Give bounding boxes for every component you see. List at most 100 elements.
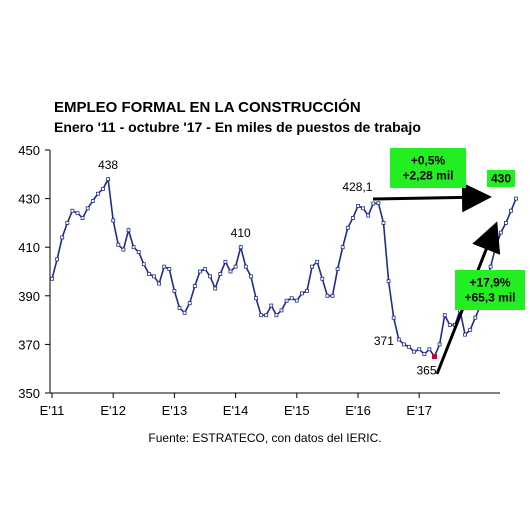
data-point (131, 245, 136, 250)
data-point (55, 257, 59, 262)
y-tick-label: 450 (18, 143, 40, 158)
data-point (325, 293, 330, 298)
data-point (289, 296, 294, 301)
data-point (514, 196, 518, 201)
data-point (503, 220, 508, 225)
data-point (116, 242, 121, 247)
data-point (254, 296, 258, 301)
data-point (447, 323, 452, 327)
data-point (167, 267, 172, 271)
data-point (437, 342, 442, 347)
annotation-text: +65,3 mil (464, 291, 515, 305)
data-point (371, 201, 376, 206)
data-label: 428,1 (342, 180, 372, 194)
annotation-text: +2,28 mil (402, 169, 453, 183)
y-tick-label: 350 (18, 386, 40, 401)
data-point (213, 286, 218, 291)
data-label: 365 (416, 364, 436, 378)
data-point (376, 201, 381, 206)
data-point (315, 259, 320, 264)
data-point (366, 213, 371, 218)
data-point (361, 206, 366, 211)
data-point (284, 298, 289, 303)
x-tick-label: E'13 (162, 403, 188, 418)
chart-title: EMPLEO FORMAL EN LA CONSTRUCCIÓN (54, 99, 361, 116)
data-point (80, 216, 85, 220)
data-point (243, 264, 248, 269)
annotation-box: +0,5%+2,28 mil (390, 148, 466, 188)
data-point (259, 313, 264, 318)
data-point (391, 315, 396, 320)
x-tick-label: E'15 (284, 403, 310, 418)
data-point (330, 293, 335, 298)
data-point (310, 264, 315, 269)
annotation-text: +17,9% (469, 276, 510, 290)
data-point (356, 203, 360, 208)
data-point (299, 291, 304, 296)
data-label: 438 (98, 158, 118, 172)
data-point (279, 308, 284, 313)
series-line (51, 176, 517, 359)
data-point (320, 276, 325, 281)
data-point (101, 186, 105, 191)
data-point (381, 220, 386, 225)
data-point (463, 332, 468, 337)
data-point (386, 279, 391, 284)
annotation-background (455, 270, 525, 310)
data-point (96, 191, 100, 196)
data-label: 410 (231, 226, 251, 240)
x-tick-label: E'16 (345, 403, 371, 418)
data-point (228, 269, 233, 274)
data-point (493, 245, 498, 250)
y-tick-label: 430 (18, 192, 40, 207)
data-point (238, 245, 243, 250)
data-point (85, 206, 90, 211)
data-point (407, 344, 411, 349)
arrow-flat (372, 182, 492, 213)
data-point (136, 250, 141, 254)
data-point (65, 220, 70, 225)
data-point (294, 298, 299, 303)
data-point (182, 310, 187, 315)
data-point (442, 313, 447, 318)
data-point (396, 337, 401, 342)
data-point (488, 264, 493, 269)
data-point (340, 245, 345, 250)
data-label: 371 (374, 334, 394, 348)
data-point (218, 272, 223, 276)
data-point (208, 274, 213, 279)
chart-source: Fuente: ESTRATECO, con datos del IERIC. (148, 431, 382, 445)
y-tick-label: 370 (18, 337, 40, 352)
data-point (401, 342, 406, 347)
data-point (146, 272, 151, 276)
data-point (75, 211, 80, 216)
axes (49, 150, 500, 394)
data-point (223, 259, 228, 264)
data-point (152, 274, 156, 279)
data-point (111, 218, 116, 223)
data-point (350, 216, 355, 220)
data-point (345, 225, 350, 230)
annotation-background (390, 148, 466, 188)
data-point (187, 301, 192, 305)
data-point (172, 289, 177, 293)
data-point (269, 303, 274, 308)
data-point (305, 289, 309, 293)
data-point (177, 306, 182, 310)
data-point (248, 274, 253, 279)
data-point (274, 313, 279, 318)
minimum-point (432, 354, 437, 360)
data-point (126, 228, 131, 233)
data-point (473, 315, 478, 320)
x-tick-label: E'14 (223, 403, 249, 418)
data-point (468, 327, 473, 332)
data-point (106, 177, 110, 182)
annotation-box: 430 (487, 170, 515, 187)
data-point (60, 235, 65, 240)
data-point (50, 276, 54, 281)
data-point (422, 352, 427, 357)
data-point (203, 267, 207, 271)
data-point (498, 230, 503, 235)
x-tick-label: E'12 (100, 403, 126, 418)
